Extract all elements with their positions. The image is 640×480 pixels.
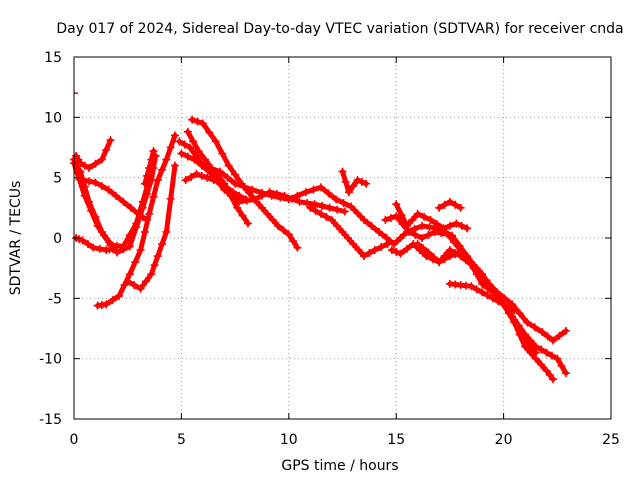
y-tick-label: 5	[53, 171, 62, 187]
series-track-12	[188, 115, 302, 252]
y-tick-label: 15	[44, 50, 62, 66]
series-track-15	[338, 167, 371, 197]
y-tick-label: -15	[39, 412, 62, 428]
x-tick-label: 20	[495, 432, 513, 448]
series-track-8	[140, 147, 158, 188]
series-track-7	[123, 161, 179, 293]
series-track-16	[381, 212, 570, 378]
y-tick-label: -5	[48, 291, 62, 307]
series-track-14	[306, 203, 392, 261]
series-track-18	[392, 200, 472, 233]
x-tick-label: 25	[602, 432, 620, 448]
series-track	[71, 160, 152, 249]
x-tick-label: 5	[177, 432, 186, 448]
series-track-19	[413, 240, 540, 357]
axis-ticks: 0 5 10 15 20 25 -15 -10 -5 0 5 10 15	[39, 50, 620, 448]
series-track-6	[93, 131, 179, 310]
x-axis-label: GPS time / hours	[281, 458, 398, 474]
y-tick-label: -10	[39, 352, 62, 368]
chart-title: Day 017 of 2024, Sidereal Day-to-day VTE…	[56, 21, 623, 37]
series-track-21	[435, 197, 465, 212]
series-track-13	[181, 170, 250, 204]
x-tick-label: 0	[70, 432, 79, 448]
x-tick-label: 10	[280, 432, 298, 448]
y-axis-label: SDTVAR / TECUs	[8, 181, 24, 296]
series-track-20	[445, 279, 519, 315]
x-tick-label: 15	[387, 432, 405, 448]
y-tick-label: 0	[53, 231, 62, 247]
data-series	[70, 92, 570, 384]
grid	[74, 57, 611, 419]
series-track-4	[72, 136, 115, 173]
y-tick-label: 10	[44, 110, 62, 126]
